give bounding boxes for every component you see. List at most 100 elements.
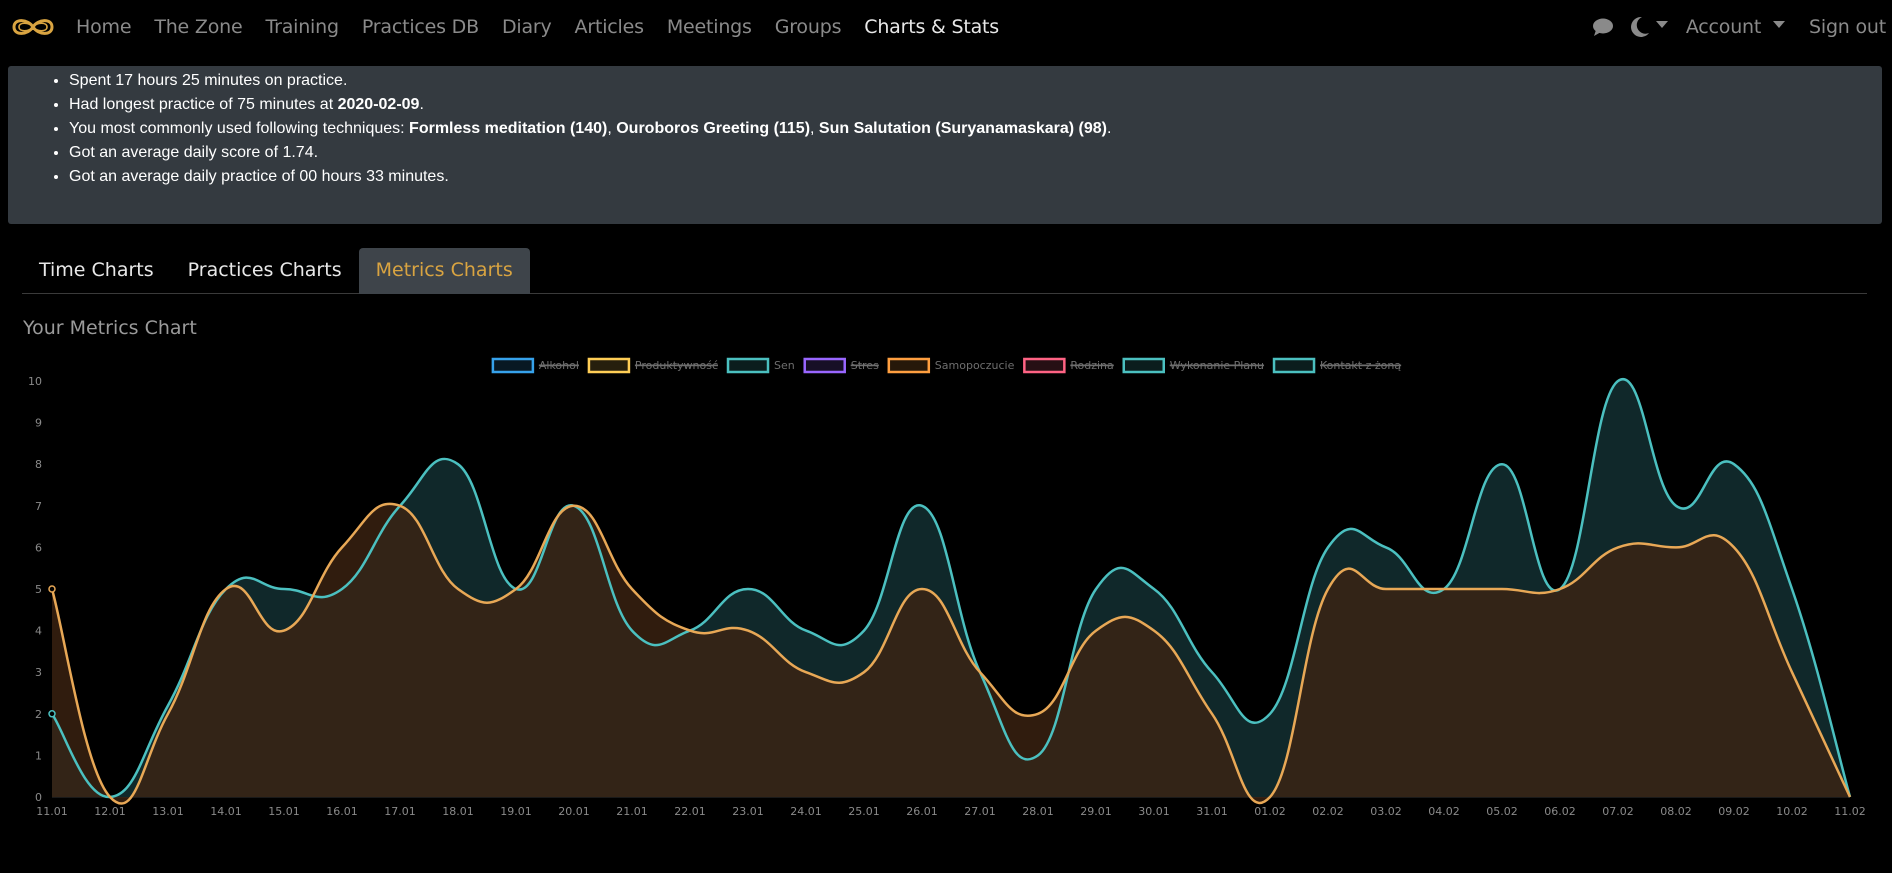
x-tick-label: 19.01 bbox=[500, 805, 532, 818]
summary-item: Got an average daily score of 1.74. bbox=[69, 141, 1111, 165]
x-tick-label: 02.02 bbox=[1312, 805, 1344, 818]
nav-item-diary[interactable]: Diary bbox=[501, 16, 552, 38]
legend-swatch bbox=[1272, 357, 1316, 374]
x-tick-label: 21.01 bbox=[616, 805, 648, 818]
nav-item-the-zone[interactable]: The Zone bbox=[154, 16, 243, 38]
nav-item-articles[interactable]: Articles bbox=[574, 16, 644, 38]
x-tick-label: 27.01 bbox=[964, 805, 996, 818]
nav-item-meetings[interactable]: Meetings bbox=[666, 16, 752, 38]
legend-swatch bbox=[491, 357, 535, 374]
y-tick-label: 8 bbox=[35, 458, 42, 471]
chat-icon[interactable] bbox=[1592, 17, 1614, 37]
legend-label: Sen bbox=[774, 359, 795, 372]
x-tick-label: 26.01 bbox=[906, 805, 938, 818]
x-tick-label: 09.02 bbox=[1718, 805, 1750, 818]
y-tick-label: 7 bbox=[35, 500, 42, 513]
x-tick-label: 10.02 bbox=[1776, 805, 1808, 818]
y-tick-label: 1 bbox=[35, 749, 42, 762]
legend-swatch bbox=[1122, 357, 1166, 374]
y-tick-label: 4 bbox=[35, 625, 42, 638]
nav-item-home[interactable]: Home bbox=[76, 16, 132, 38]
series-line-samopoczucie bbox=[50, 502, 1852, 805]
x-tick-label: 23.01 bbox=[732, 805, 764, 818]
legend-item-alkohol[interactable]: Alkohol bbox=[491, 357, 579, 374]
y-tick-label: 2 bbox=[35, 708, 42, 721]
x-tick-label: 18.01 bbox=[442, 805, 474, 818]
x-tick-label: 03.02 bbox=[1370, 805, 1402, 818]
metrics-chart-svg: 0 1 2 3 4 5 6 7 8 9 10 11.01 12.01 13.01 14.01 15.01 16.… bbox=[28, 357, 1866, 818]
y-tick-label: 10 bbox=[28, 375, 42, 388]
technique-2: Ouroboros Greeting (115) bbox=[616, 120, 811, 137]
nav-item-training[interactable]: Training bbox=[265, 16, 339, 38]
x-tick-label: 12.01 bbox=[94, 805, 126, 818]
legend-item-wykonanie-planu[interactable]: Wykonanie Planu bbox=[1122, 357, 1264, 374]
x-tick-label: 24.01 bbox=[790, 805, 822, 818]
x-tick-label: 20.01 bbox=[558, 805, 590, 818]
x-tick-label: 15.01 bbox=[268, 805, 300, 818]
nav-item-groups[interactable]: Groups bbox=[774, 16, 842, 38]
x-tick-label: 04.02 bbox=[1428, 805, 1460, 818]
chevron-down-icon bbox=[1655, 20, 1668, 28]
x-tick-label: 11.01 bbox=[36, 805, 68, 818]
x-tick-label: 07.02 bbox=[1602, 805, 1634, 818]
legend-swatch bbox=[726, 357, 770, 374]
tab-metrics-charts[interactable]: Metrics Charts bbox=[358, 248, 530, 294]
tab-time-charts[interactable]: Time Charts bbox=[39, 259, 154, 281]
nav-right: Account Sign out bbox=[1592, 0, 1892, 54]
x-tick-label: 06.02 bbox=[1544, 805, 1576, 818]
account-label: Account bbox=[1685, 16, 1762, 38]
top-navbar: Home The Zone Training Practices DB Diar… bbox=[0, 0, 1892, 54]
x-tick-label: 14.01 bbox=[210, 805, 242, 818]
legend-swatch bbox=[587, 357, 631, 374]
y-tick-label: 9 bbox=[35, 417, 42, 430]
signout-link[interactable]: Sign out bbox=[1809, 16, 1886, 38]
x-tick-label: 08.02 bbox=[1660, 805, 1692, 818]
stats-summary-card: Spent 17 hours 25 minutes on practice. H… bbox=[8, 66, 1882, 224]
stats-summary-list: Spent 17 hours 25 minutes on practice. H… bbox=[69, 69, 1111, 189]
legend-item-produktywno-[interactable]: Produktywność bbox=[587, 357, 718, 374]
technique-3: Sun Salutation (Suryanamaskara) (98) bbox=[818, 120, 1108, 137]
infinity-logo-icon[interactable] bbox=[10, 15, 56, 39]
summary-item: Got an average daily practice of 00 hour… bbox=[69, 165, 1111, 189]
theme-toggle[interactable] bbox=[1630, 16, 1668, 38]
longest-practice-date: 2020-02-09 bbox=[337, 96, 420, 113]
y-tick-label: 5 bbox=[35, 583, 42, 596]
legend-item-kontakt-z-on-[interactable]: Kontakt z żoną bbox=[1272, 357, 1401, 374]
x-tick-label: 28.01 bbox=[1022, 805, 1054, 818]
x-tick-label: 29.01 bbox=[1080, 805, 1112, 818]
nav-menu: Home The Zone Training Practices DB Diar… bbox=[72, 0, 1018, 54]
account-menu[interactable]: Account bbox=[1682, 16, 1789, 38]
tab-practices-charts[interactable]: Practices Charts bbox=[187, 259, 342, 281]
x-tick-label: 22.01 bbox=[674, 805, 706, 818]
x-tick-label: 31.01 bbox=[1196, 805, 1228, 818]
x-tick-label: 17.01 bbox=[384, 805, 416, 818]
series-point-sen bbox=[48, 710, 56, 718]
legend-swatch bbox=[803, 357, 846, 374]
legend-swatch bbox=[887, 357, 931, 374]
series-line-sen bbox=[50, 377, 1852, 799]
y-tick-label: 0 bbox=[35, 791, 42, 804]
summary-item: Had longest practice of 75 minutes at 20… bbox=[69, 93, 1111, 117]
legend-label: Samopoczucie bbox=[935, 359, 1015, 372]
y-tick-label: 6 bbox=[35, 541, 42, 554]
chevron-down-icon bbox=[1773, 21, 1785, 28]
x-tick-label: 25.01 bbox=[848, 805, 880, 818]
summary-item: You most commonly used following techniq… bbox=[69, 117, 1111, 141]
nav-item-charts-stats[interactable]: Charts & Stats bbox=[864, 16, 999, 38]
x-tick-label: 30.01 bbox=[1138, 805, 1170, 818]
x-tick-label: 05.02 bbox=[1486, 805, 1518, 818]
chart-tabs: Time Charts Practices Charts Metrics Cha… bbox=[22, 248, 1867, 294]
x-tick-label: 13.01 bbox=[152, 805, 184, 818]
x-tick-label: 11.02 bbox=[1834, 805, 1866, 818]
legend-item-stres[interactable]: Stres bbox=[803, 357, 879, 374]
legend-item-sen[interactable]: Sen bbox=[726, 357, 795, 374]
chart-title: Your Metrics Chart bbox=[23, 317, 197, 339]
series-area-samopoczucie bbox=[52, 503, 1850, 804]
x-tick-label: 01.02 bbox=[1254, 805, 1286, 818]
legend-item-rodzina[interactable]: Rodzina bbox=[1023, 357, 1114, 374]
nav-item-practices-db[interactable]: Practices DB bbox=[361, 16, 479, 38]
technique-1: Formless meditation (140) bbox=[409, 120, 608, 137]
legend-item-samopoczucie[interactable]: Samopoczucie bbox=[887, 357, 1015, 374]
x-tick-label: 16.01 bbox=[326, 805, 358, 818]
y-tick-label: 3 bbox=[35, 666, 42, 679]
